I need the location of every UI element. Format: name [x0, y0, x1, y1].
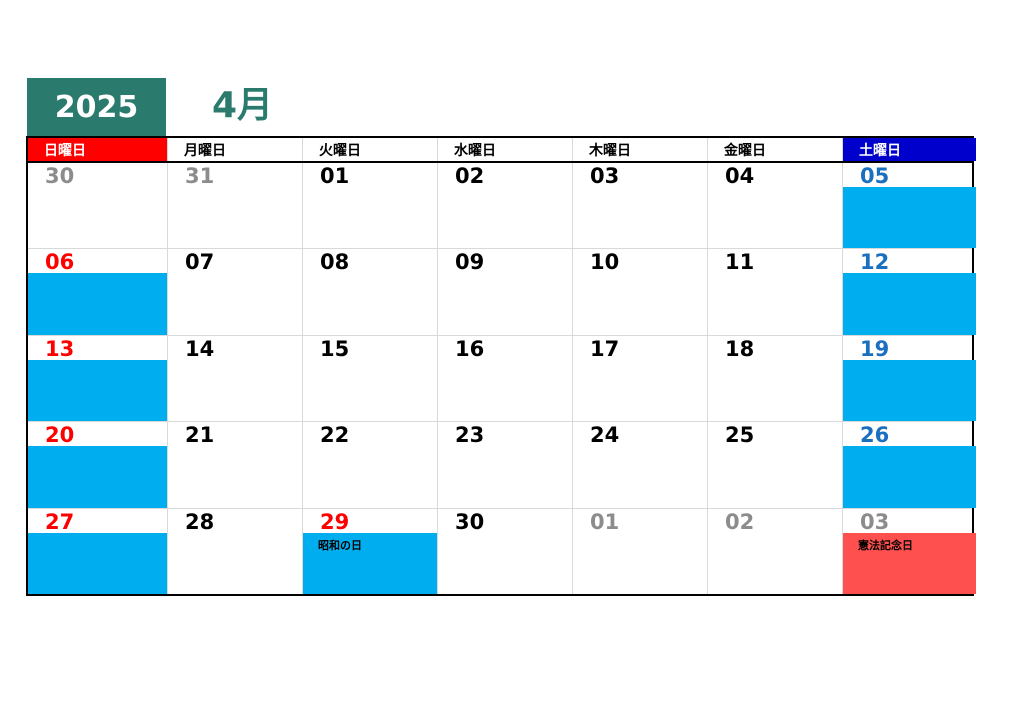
weekday-header: 日曜日 [28, 138, 168, 161]
day-cell[interactable]: 30 [28, 163, 168, 249]
day-cell[interactable]: 01 [303, 163, 438, 249]
day-cell[interactable]: 31 [168, 163, 303, 249]
calendar-grid: 日曜日 月曜日 火曜日 水曜日 木曜日 金曜日 土曜日 30 31 01 02 03 04 05 06 07… [26, 136, 976, 596]
day-number: 05 [860, 164, 890, 188]
day-number: 13 [45, 336, 75, 361]
day-cell[interactable]: 18 [708, 335, 843, 422]
day-cell[interactable]: 16 [438, 335, 573, 422]
day-cell[interactable]: 03 [573, 163, 708, 249]
day-number: 26 [860, 423, 890, 448]
day-cell[interactable]: 01 [573, 508, 708, 595]
day-number: 15 [320, 336, 350, 361]
day-number: 07 [185, 250, 215, 275]
day-number: 24 [590, 423, 620, 448]
day-cell[interactable]: 29 昭和の日 [303, 508, 438, 595]
day-cell[interactable]: 26 [843, 422, 976, 508]
day-number: 03 [590, 164, 620, 188]
day-number: 02 [455, 164, 485, 188]
day-number: 30 [455, 509, 485, 534]
day-number: 17 [590, 336, 620, 361]
week-row: 06 07 08 09 10 11 12 [28, 249, 976, 336]
day-cell[interactable]: 04 [708, 163, 843, 249]
week-row: 13 14 15 16 17 18 19 [28, 335, 976, 423]
day-cell[interactable]: 02 [708, 508, 843, 595]
day-cell[interactable]: 07 [168, 249, 303, 335]
day-highlight-block [28, 532, 167, 595]
day-number: 01 [590, 509, 620, 534]
day-number: 25 [725, 423, 755, 448]
day-highlight-block [303, 532, 437, 595]
day-cell[interactable]: 27 [28, 508, 168, 595]
day-cell[interactable]: 19 [843, 336, 976, 422]
day-cell[interactable]: 25 [708, 422, 843, 508]
day-cell[interactable]: 23 [438, 422, 573, 508]
weekday-header: 月曜日 [168, 138, 303, 161]
day-cell[interactable]: 15 [303, 335, 438, 422]
day-cell[interactable]: 13 [28, 335, 168, 422]
day-number: 30 [45, 164, 75, 188]
holiday-name: 憲法記念日 [858, 538, 913, 552]
weekday-header: 木曜日 [573, 138, 708, 161]
day-cell[interactable]: 10 [573, 249, 708, 335]
week-row: 27 28 29 昭和の日 30 01 02 03 憲法記念日 [28, 508, 976, 595]
day-number: 03 [860, 509, 890, 534]
day-highlight-block [843, 446, 976, 508]
weekday-header: 土曜日 [843, 138, 976, 161]
day-cell[interactable]: 30 [438, 508, 573, 595]
day-number: 10 [590, 250, 620, 275]
weekday-header: 火曜日 [303, 138, 438, 161]
day-cell[interactable]: 03 憲法記念日 [843, 509, 976, 595]
day-cell[interactable]: 08 [303, 249, 438, 335]
day-cell[interactable]: 02 [438, 163, 573, 249]
day-cell[interactable]: 06 [28, 249, 168, 335]
day-number: 21 [185, 423, 215, 448]
day-cell[interactable]: 21 [168, 422, 303, 508]
month-title: 4月 [212, 85, 274, 126]
day-cell[interactable]: 12 [843, 249, 976, 335]
weekday-header-row: 日曜日 月曜日 火曜日 水曜日 木曜日 金曜日 土曜日 [28, 138, 976, 163]
day-number: 11 [725, 250, 755, 275]
weekday-header: 水曜日 [438, 138, 573, 161]
weeks-container: 30 31 01 02 03 04 05 06 07 08 09 10 11 12 13 14 15 16 17 18… [28, 163, 976, 595]
day-highlight-block [28, 446, 167, 508]
weekday-header: 金曜日 [708, 138, 843, 161]
day-number: 31 [185, 164, 215, 188]
day-number: 14 [185, 336, 215, 361]
day-highlight-block [28, 359, 167, 422]
day-cell[interactable]: 05 [843, 163, 976, 249]
day-cell[interactable]: 20 [28, 422, 168, 508]
day-number: 09 [455, 250, 485, 275]
day-number: 18 [725, 336, 755, 361]
day-number: 06 [45, 250, 75, 275]
day-number: 02 [725, 509, 755, 534]
day-highlight-block [28, 273, 167, 335]
day-cell[interactable]: 28 [168, 508, 303, 595]
day-highlight-block [843, 273, 976, 335]
year-label: 2025 [27, 78, 166, 136]
day-number: 23 [455, 423, 485, 448]
day-number: 01 [320, 164, 350, 188]
day-highlight-block [843, 187, 976, 249]
day-highlight-block [843, 359, 976, 422]
day-number: 16 [455, 336, 485, 361]
day-number: 29 [320, 509, 350, 534]
day-cell[interactable]: 17 [573, 335, 708, 422]
day-number: 20 [45, 423, 75, 448]
day-cell[interactable]: 14 [168, 335, 303, 422]
day-number: 27 [45, 509, 75, 534]
day-cell[interactable]: 24 [573, 422, 708, 508]
week-row: 30 31 01 02 03 04 05 [28, 163, 976, 250]
holiday-name: 昭和の日 [318, 538, 362, 552]
day-cell[interactable]: 09 [438, 249, 573, 335]
day-number: 22 [320, 423, 350, 448]
day-number: 08 [320, 250, 350, 275]
day-cell[interactable]: 22 [303, 422, 438, 508]
week-row: 20 21 22 23 24 25 26 [28, 422, 976, 509]
day-cell[interactable]: 11 [708, 249, 843, 335]
day-number: 19 [860, 336, 890, 361]
day-number: 12 [860, 250, 890, 275]
day-number: 04 [725, 164, 755, 188]
day-number: 28 [185, 509, 215, 534]
day-highlight-block [843, 532, 976, 595]
